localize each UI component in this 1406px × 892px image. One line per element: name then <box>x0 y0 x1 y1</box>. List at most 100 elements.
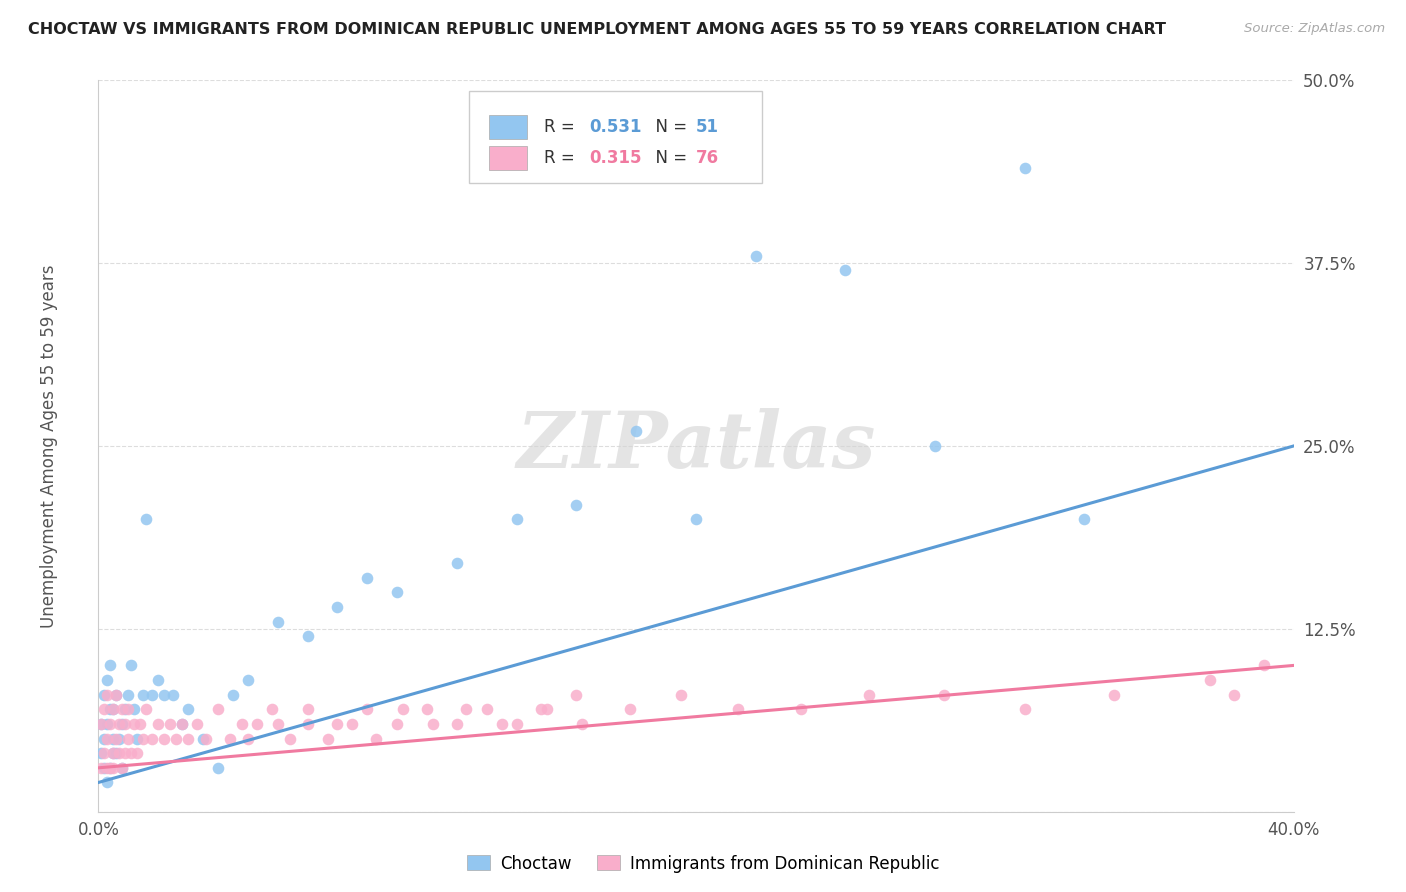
Point <box>108 746 131 760</box>
Point <box>132 688 155 702</box>
Point <box>530 702 553 716</box>
Point <box>117 731 139 746</box>
Point <box>108 717 131 731</box>
Point <box>148 673 170 687</box>
Point <box>195 731 218 746</box>
Point <box>1014 702 1036 716</box>
Point <box>342 717 364 731</box>
Point <box>789 702 811 716</box>
Point <box>105 731 128 746</box>
Point <box>207 702 229 716</box>
Point <box>105 688 128 702</box>
Point <box>565 688 588 702</box>
Point <box>416 702 439 716</box>
Point <box>93 746 115 760</box>
Point <box>932 688 955 702</box>
Point <box>111 761 134 775</box>
Point <box>491 717 513 731</box>
Point <box>222 688 245 702</box>
Point <box>326 717 349 731</box>
Point <box>669 688 692 702</box>
Text: Unemployment Among Ages 55 to 59 years: Unemployment Among Ages 55 to 59 years <box>41 264 58 628</box>
Point <box>93 731 115 746</box>
Point <box>129 717 152 731</box>
Point <box>96 775 118 789</box>
Point <box>834 263 856 277</box>
Point <box>356 702 378 716</box>
Point <box>446 556 468 570</box>
Point <box>98 761 122 775</box>
Point <box>153 688 176 702</box>
Point <box>93 688 115 702</box>
Point <box>454 702 477 716</box>
FancyBboxPatch shape <box>489 115 527 138</box>
Point <box>267 615 290 629</box>
Point <box>506 512 529 526</box>
Point <box>385 717 409 731</box>
Point <box>1253 658 1275 673</box>
Point <box>727 702 749 716</box>
Point <box>571 717 593 731</box>
Text: ZIPatlas: ZIPatlas <box>516 408 876 484</box>
Point <box>260 702 283 716</box>
Text: N =: N = <box>644 118 692 136</box>
Point <box>924 439 946 453</box>
Point <box>96 688 118 702</box>
Point <box>236 731 259 746</box>
Point <box>132 731 155 746</box>
Point <box>117 688 139 702</box>
Point <box>117 702 139 716</box>
Point <box>90 746 112 760</box>
Point <box>219 731 242 746</box>
Legend: Choctaw, Immigrants from Dominican Republic: Choctaw, Immigrants from Dominican Repub… <box>460 848 946 880</box>
Point <box>114 746 136 760</box>
Point <box>93 702 115 716</box>
FancyBboxPatch shape <box>489 146 527 169</box>
Point <box>105 688 128 702</box>
Point <box>278 731 301 746</box>
Point <box>96 673 118 687</box>
Text: Source: ZipAtlas.com: Source: ZipAtlas.com <box>1244 22 1385 36</box>
Point <box>1073 512 1095 526</box>
Point <box>98 702 122 716</box>
Point <box>111 717 134 731</box>
Point <box>536 702 558 716</box>
Point <box>93 761 115 775</box>
Point <box>114 702 136 716</box>
Point <box>177 731 200 746</box>
Point <box>124 702 146 716</box>
Point <box>90 761 112 775</box>
Point <box>356 571 378 585</box>
Point <box>148 717 170 731</box>
Point <box>159 717 181 731</box>
Point <box>191 731 214 746</box>
FancyBboxPatch shape <box>470 91 762 183</box>
Point <box>135 512 157 526</box>
Point <box>98 658 122 673</box>
Point <box>172 717 194 731</box>
Point <box>103 731 125 746</box>
Text: 0.531: 0.531 <box>589 118 643 136</box>
Point <box>297 717 319 731</box>
Point <box>90 717 112 731</box>
Point <box>177 702 200 716</box>
Point <box>96 717 118 731</box>
Point <box>619 702 641 716</box>
Point <box>141 731 163 746</box>
Text: 51: 51 <box>696 118 718 136</box>
Point <box>98 717 122 731</box>
Point <box>153 731 176 746</box>
Point <box>858 688 880 702</box>
Point <box>96 731 118 746</box>
Point <box>326 599 349 614</box>
Point <box>1223 688 1246 702</box>
Point <box>366 731 388 746</box>
Point <box>103 702 125 716</box>
Point <box>90 717 112 731</box>
Point <box>446 717 468 731</box>
Point <box>236 673 259 687</box>
Point <box>745 249 768 263</box>
Point <box>1199 673 1222 687</box>
Point <box>98 761 122 775</box>
Point <box>103 746 125 760</box>
